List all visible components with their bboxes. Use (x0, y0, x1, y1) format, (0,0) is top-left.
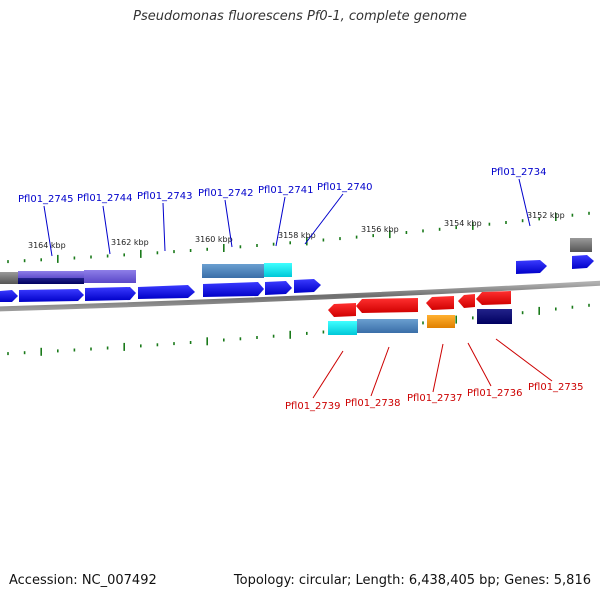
gene-arrow[interactable] (138, 285, 195, 299)
gene-arrow[interactable] (294, 279, 321, 293)
reverse-inner-track (328, 309, 512, 335)
kbp-label: 3158 kbp (278, 231, 316, 240)
gene-labels-reverse: Pfl01_2739 Pfl01_2738 Pfl01_2737 Pfl01_2… (285, 382, 584, 412)
gene-arrow[interactable] (0, 290, 18, 302)
accession-text: Accession: NC_007492 (9, 573, 157, 588)
feature-box[interactable] (84, 270, 136, 283)
gene-arrow[interactable] (572, 255, 594, 269)
gene-labels-forward: Pfl01_2745 Pfl01_2744 Pfl01_2743 Pfl01_2… (18, 167, 547, 205)
kbp-label: 3162 kbp (111, 238, 149, 247)
kbp-label: 3164 kbp (28, 241, 66, 250)
gene-arrow[interactable] (203, 282, 264, 297)
gene-arrow[interactable] (19, 289, 84, 302)
gene-label[interactable]: Pfl01_2741 (258, 185, 314, 196)
topology-summary: Topology: circular; Length: 6,438,405 bp… (233, 573, 591, 588)
feature-box[interactable] (18, 278, 84, 284)
feature-box[interactable] (202, 264, 264, 278)
feature-box[interactable] (18, 271, 84, 279)
leader-lines (43, 178, 553, 399)
feature-box[interactable] (328, 321, 357, 335)
gene-label[interactable]: Pfl01_2744 (77, 193, 133, 204)
gene-arrow[interactable] (328, 303, 356, 317)
genome-backbone (0, 280, 600, 312)
gene-arrow[interactable] (426, 296, 454, 310)
gene-arrow[interactable] (516, 260, 547, 274)
feature-box[interactable] (427, 315, 455, 328)
gene-label[interactable]: Pfl01_2738 (345, 398, 401, 409)
gene-label[interactable]: Pfl01_2742 (198, 188, 254, 199)
feature-box[interactable] (357, 319, 418, 333)
gene-arrow[interactable] (476, 291, 511, 305)
gene-label[interactable]: Pfl01_2740 (317, 182, 373, 193)
kbp-label: 3160 kbp (195, 235, 233, 244)
ruler-labels: 3164 kbp 3162 kbp 3160 kbp 3158 kbp 3156… (28, 211, 565, 250)
gene-arrow[interactable] (85, 287, 136, 301)
kbp-label: 3152 kbp (527, 211, 565, 220)
gene-arrow[interactable] (458, 294, 475, 308)
forward-outer-track (0, 238, 592, 284)
gene-label[interactable]: Pfl01_2737 (407, 393, 463, 404)
gene-arrow[interactable] (356, 298, 418, 313)
gene-label[interactable]: Pfl01_2736 (467, 388, 523, 399)
gene-label[interactable]: Pfl01_2734 (491, 167, 547, 178)
feature-box[interactable] (0, 272, 18, 284)
gene-label[interactable]: Pfl01_2739 (285, 401, 341, 412)
gene-arrow[interactable] (265, 281, 292, 295)
reverse-genes (328, 291, 511, 317)
map-title: Pseudomonas fluorescens Pf0-1, complete … (133, 9, 467, 24)
kbp-label: 3156 kbp (361, 225, 399, 234)
feature-box[interactable] (570, 238, 592, 252)
gene-label[interactable]: Pfl01_2745 (18, 194, 74, 205)
gene-label[interactable]: Pfl01_2743 (137, 191, 193, 202)
kbp-label: 3154 kbp (444, 219, 482, 228)
feature-box[interactable] (264, 263, 292, 277)
feature-box[interactable] (477, 309, 512, 324)
gene-label[interactable]: Pfl01_2735 (528, 382, 584, 393)
forward-genes (0, 255, 594, 302)
